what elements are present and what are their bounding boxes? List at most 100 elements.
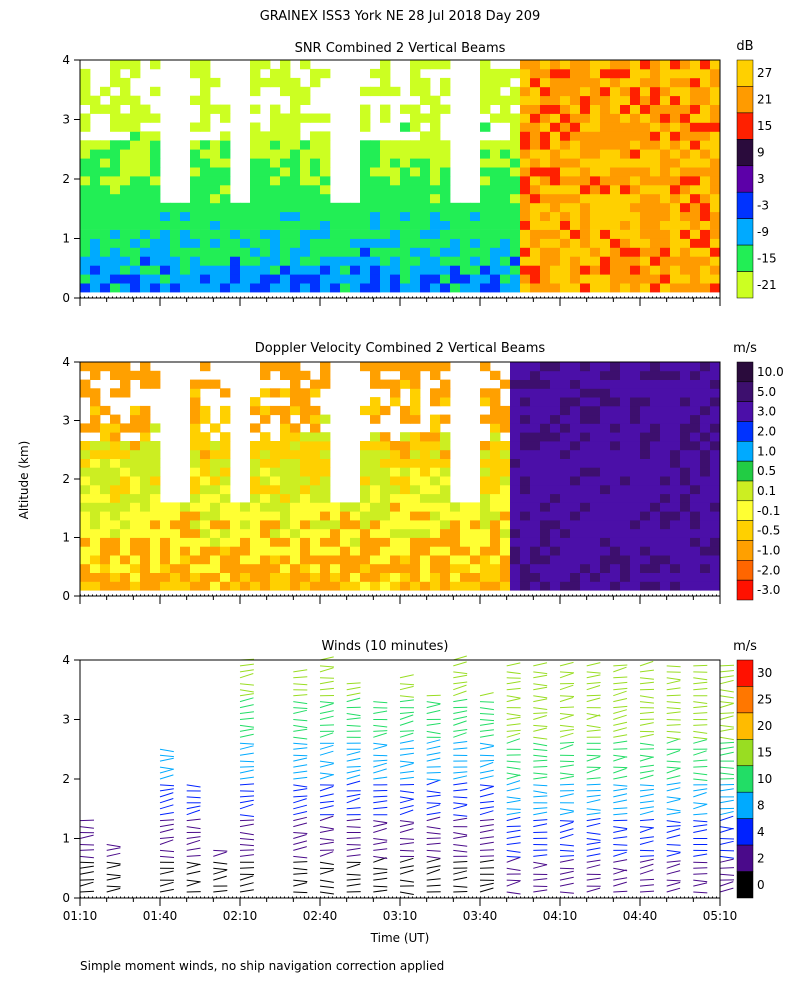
heatmap-cell — [510, 140, 521, 150]
heatmap-cell — [520, 432, 531, 442]
wind-barb — [506, 816, 521, 822]
heatmap-cell — [480, 274, 491, 284]
heatmap-cell — [110, 441, 121, 451]
heatmap-cell — [680, 176, 691, 186]
wind-barb — [586, 713, 601, 717]
heatmap-cell — [570, 104, 581, 114]
heatmap-cell — [580, 202, 591, 213]
heatmap-cell — [440, 572, 451, 582]
wind-barb — [533, 698, 548, 703]
heatmap-cell — [690, 149, 701, 159]
heatmap-cell — [650, 414, 661, 424]
heatmap-cell — [190, 458, 201, 468]
wind-barb — [453, 720, 467, 726]
heatmap-cell — [180, 563, 191, 573]
heatmap-cell — [620, 405, 631, 416]
heatmap-cell — [620, 546, 631, 556]
heatmap-cell — [150, 581, 161, 591]
heatmap-cell — [90, 283, 101, 293]
heatmap-cell — [520, 449, 531, 459]
heatmap-cell — [220, 467, 231, 477]
heatmap-cell — [670, 537, 681, 547]
wind-barb — [106, 844, 121, 848]
heatmap-cell — [220, 274, 231, 284]
heatmap-cell — [560, 184, 571, 195]
heatmap-cell — [130, 423, 141, 433]
heatmap-cell — [550, 77, 561, 88]
heatmap-cell — [540, 423, 551, 433]
wind-barb — [293, 709, 308, 714]
heatmap-cell — [660, 414, 671, 424]
wind-barb — [479, 800, 494, 804]
wind-barb — [239, 711, 254, 714]
heatmap-cell — [440, 493, 451, 503]
heatmap-cell — [660, 572, 671, 582]
y-tick-label: 3 — [62, 414, 70, 428]
heatmap-cell — [470, 502, 481, 512]
heatmap-cell — [640, 520, 651, 530]
heatmap-cell — [310, 220, 321, 230]
wind-barb — [453, 716, 468, 720]
heatmap-cell — [490, 432, 501, 442]
heatmap-cell — [100, 220, 111, 230]
wind-barb — [666, 879, 681, 882]
heatmap-cell — [180, 238, 191, 248]
heatmap-cell — [160, 283, 171, 293]
wind-barb — [586, 794, 601, 798]
heatmap-cell — [290, 458, 301, 468]
heatmap-cell — [560, 476, 571, 486]
heatmap-cell — [100, 184, 111, 195]
heatmap-cell — [630, 95, 641, 105]
heatmap-cell — [90, 467, 101, 477]
heatmap-cell — [580, 397, 591, 407]
heatmap-cell — [690, 397, 701, 407]
heatmap-cell — [580, 238, 591, 248]
heatmap-cell — [610, 388, 621, 398]
heatmap-cell — [110, 546, 121, 556]
heatmap-cell — [480, 95, 491, 105]
wind-barb — [239, 875, 254, 881]
heatmap-cell — [310, 528, 321, 538]
heatmap-cell — [120, 60, 131, 70]
heatmap-cell — [550, 423, 561, 433]
wind-barb — [399, 857, 414, 863]
heatmap-cell — [700, 476, 711, 486]
heatmap-cell — [520, 467, 531, 477]
wind-barb — [186, 839, 201, 845]
heatmap-cell — [510, 149, 521, 159]
heatmap-cell — [200, 274, 211, 284]
wind-barb — [613, 877, 628, 881]
heatmap-cell — [680, 414, 691, 424]
heatmap-cell — [150, 193, 161, 204]
wind-barb — [613, 784, 628, 787]
heatmap-cell — [540, 397, 551, 407]
heatmap-cell — [690, 113, 701, 123]
wind-barb — [506, 879, 521, 882]
winds-barbs — [79, 655, 735, 895]
wind-barb — [719, 712, 735, 714]
heatmap-cell — [210, 211, 221, 221]
wind-barb — [693, 867, 708, 869]
wind-barb — [479, 707, 494, 711]
heatmap-cell — [580, 493, 591, 503]
heatmap-cell — [530, 86, 541, 97]
heatmap-cell — [210, 274, 221, 284]
wind-barb — [639, 742, 654, 746]
heatmap-cell — [500, 140, 511, 150]
heatmap-cell — [160, 229, 171, 239]
heatmap-cell — [80, 449, 91, 459]
heatmap-cell — [90, 520, 101, 530]
heatmap-cell — [610, 131, 621, 141]
heatmap-cell — [420, 563, 431, 573]
heatmap-cell — [160, 502, 171, 512]
heatmap-cell — [300, 140, 311, 150]
heatmap-cell — [200, 555, 211, 565]
heatmap-cell — [260, 555, 271, 565]
wind-barb — [239, 838, 255, 841]
heatmap-cell — [400, 484, 411, 495]
heatmap-cell — [250, 238, 261, 248]
heatmap-cell — [410, 220, 421, 230]
heatmap-cell — [600, 238, 611, 248]
heatmap-cell — [570, 537, 581, 547]
heatmap-cell — [690, 546, 701, 556]
